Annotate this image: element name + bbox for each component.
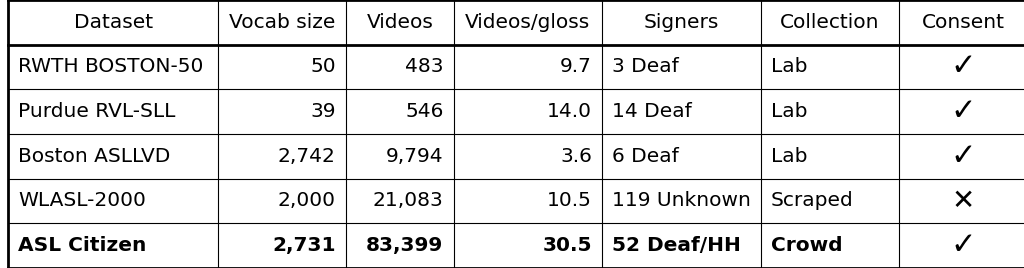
Text: 21,083: 21,083 <box>373 192 443 210</box>
Text: RWTH BOSTON-50: RWTH BOSTON-50 <box>18 58 204 76</box>
Text: Vocab size: Vocab size <box>229 13 335 32</box>
Text: 83,399: 83,399 <box>367 236 443 255</box>
Text: Videos/gloss: Videos/gloss <box>465 13 591 32</box>
Text: 52 Deaf/HH: 52 Deaf/HH <box>612 236 741 255</box>
Text: ✓: ✓ <box>950 53 976 81</box>
Text: Purdue RVL-SLL: Purdue RVL-SLL <box>18 102 176 121</box>
Text: Consent: Consent <box>922 13 1005 32</box>
Text: Videos: Videos <box>367 13 433 32</box>
Text: 2,731: 2,731 <box>272 236 336 255</box>
Text: Collection: Collection <box>780 13 880 32</box>
Text: ✓: ✓ <box>950 97 976 126</box>
Text: Lab: Lab <box>771 58 808 76</box>
Text: 30.5: 30.5 <box>543 236 592 255</box>
Text: Boston ASLLVD: Boston ASLLVD <box>18 147 171 166</box>
Text: ASL Citizen: ASL Citizen <box>18 236 146 255</box>
Text: Lab: Lab <box>771 147 808 166</box>
Text: Scraped: Scraped <box>771 192 854 210</box>
Text: 14.0: 14.0 <box>547 102 592 121</box>
Text: 3 Deaf: 3 Deaf <box>612 58 679 76</box>
Text: Signers: Signers <box>644 13 719 32</box>
Text: 39: 39 <box>310 102 336 121</box>
Text: WLASL-2000: WLASL-2000 <box>18 192 146 210</box>
Text: 3.6: 3.6 <box>560 147 592 166</box>
Text: 546: 546 <box>406 102 443 121</box>
Text: Crowd: Crowd <box>771 236 843 255</box>
Text: 2,000: 2,000 <box>278 192 336 210</box>
Text: 9,794: 9,794 <box>386 147 443 166</box>
Text: 9.7: 9.7 <box>560 58 592 76</box>
Text: 483: 483 <box>404 58 443 76</box>
Text: 6 Deaf: 6 Deaf <box>612 147 679 166</box>
Text: 2,742: 2,742 <box>278 147 336 166</box>
Text: Dataset: Dataset <box>74 13 153 32</box>
Text: 14 Deaf: 14 Deaf <box>612 102 692 121</box>
Text: ✕: ✕ <box>951 187 975 215</box>
Text: 50: 50 <box>310 58 336 76</box>
Text: 119 Unknown: 119 Unknown <box>612 192 752 210</box>
Text: ✓: ✓ <box>950 231 976 260</box>
Text: ✓: ✓ <box>950 142 976 171</box>
Text: Lab: Lab <box>771 102 808 121</box>
Text: 10.5: 10.5 <box>547 192 592 210</box>
